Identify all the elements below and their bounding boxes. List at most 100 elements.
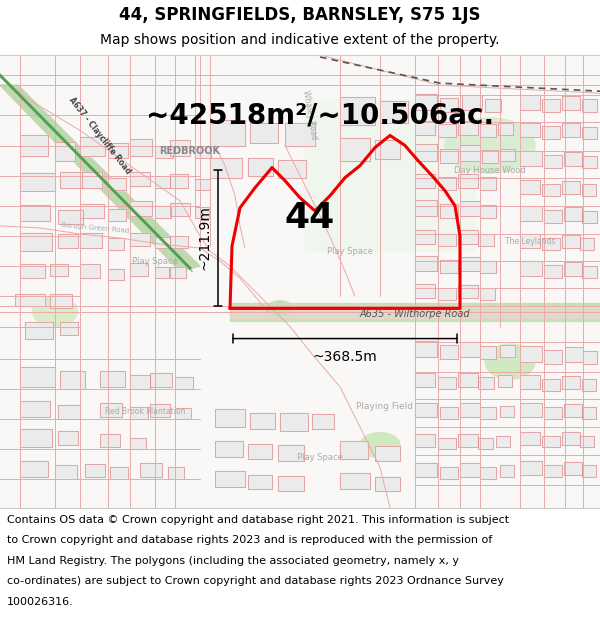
Bar [175, 377, 193, 389]
Bar [460, 257, 480, 271]
Bar [58, 431, 78, 445]
Bar [440, 204, 458, 218]
Bar [195, 179, 210, 190]
Bar [415, 403, 437, 417]
Bar [544, 265, 562, 278]
Bar [170, 267, 186, 278]
Bar [15, 294, 45, 306]
Bar [380, 101, 408, 123]
Bar [438, 124, 456, 138]
Text: Playing Field: Playing Field [356, 402, 413, 411]
FancyBboxPatch shape [305, 100, 475, 251]
Text: Play Space: Play Space [297, 452, 343, 462]
Bar [520, 123, 540, 138]
Bar [215, 471, 245, 488]
Bar [462, 95, 482, 110]
Bar [440, 149, 458, 162]
Bar [155, 267, 169, 278]
Bar [175, 408, 191, 419]
Bar [210, 121, 245, 146]
Bar [85, 464, 105, 478]
Bar [520, 375, 540, 389]
Bar [150, 372, 172, 387]
Bar [168, 468, 184, 479]
Bar [562, 235, 580, 248]
Bar [520, 403, 542, 417]
Bar [582, 266, 597, 278]
Bar [458, 372, 478, 387]
Bar [170, 267, 186, 278]
Bar [58, 234, 78, 248]
Bar [582, 211, 597, 223]
Bar [100, 403, 122, 417]
Bar [278, 476, 304, 491]
Bar [140, 463, 162, 478]
Bar [542, 184, 560, 196]
Bar [582, 379, 596, 391]
Bar [215, 441, 243, 458]
Bar [25, 322, 53, 339]
Bar [195, 146, 211, 158]
Bar [155, 146, 173, 158]
Bar [100, 371, 125, 387]
Bar [440, 468, 458, 479]
Text: 100026316.: 100026316. [7, 597, 74, 607]
Bar [480, 261, 496, 273]
Bar [110, 468, 128, 479]
Bar [130, 233, 150, 246]
Bar [582, 407, 596, 419]
Bar [155, 176, 170, 188]
Bar [210, 158, 242, 177]
Bar [438, 288, 456, 301]
Bar [108, 209, 126, 221]
Bar [478, 234, 494, 246]
Bar [108, 269, 124, 280]
Bar [210, 158, 242, 177]
Bar [278, 445, 304, 461]
Bar [498, 123, 513, 136]
Bar [520, 151, 542, 166]
Bar [60, 322, 78, 334]
Bar [150, 404, 170, 417]
Bar [108, 238, 124, 250]
Bar [248, 476, 272, 489]
Bar [80, 233, 102, 248]
Bar [582, 184, 596, 196]
Bar [415, 121, 435, 136]
Bar [20, 136, 48, 156]
Bar [520, 346, 542, 362]
Bar [440, 468, 458, 479]
Bar [50, 264, 68, 276]
Bar [130, 263, 148, 276]
Bar [440, 149, 458, 162]
Bar [58, 405, 80, 419]
Bar [562, 376, 580, 389]
Bar [20, 264, 45, 278]
Bar [380, 101, 408, 123]
Bar [440, 98, 458, 112]
Bar [542, 379, 560, 391]
Text: ~211.9m: ~211.9m [198, 206, 212, 271]
Bar [58, 405, 80, 419]
Bar [458, 372, 478, 387]
Bar [215, 409, 245, 427]
Bar [340, 139, 370, 161]
Bar [155, 206, 171, 218]
Bar [440, 344, 458, 359]
Bar [285, 123, 315, 146]
Bar [482, 149, 498, 162]
Bar [170, 236, 188, 248]
Bar [20, 461, 48, 478]
Bar [438, 234, 456, 246]
Bar [415, 284, 435, 298]
Bar [100, 434, 120, 447]
Bar [438, 124, 456, 138]
Bar [580, 436, 594, 447]
Bar [480, 468, 496, 479]
Bar [108, 144, 128, 158]
Bar [195, 146, 211, 158]
Bar [50, 294, 72, 308]
Bar [415, 463, 437, 478]
Bar [458, 230, 478, 244]
Bar [150, 372, 172, 387]
